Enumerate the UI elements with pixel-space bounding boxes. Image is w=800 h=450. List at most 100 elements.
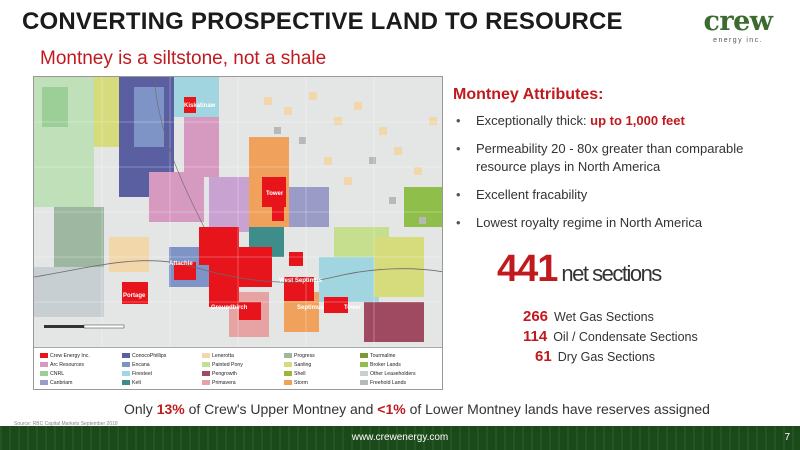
legend-swatch (122, 353, 130, 359)
attribute-item: Lowest royalty regime in North America (456, 214, 786, 232)
legend-label: Other Leaseholders (370, 371, 416, 377)
attribute-item: Excellent fracability (456, 186, 786, 204)
legend-swatch (40, 362, 48, 368)
legend-label: Sanling (294, 362, 312, 368)
legend-label: Encana (132, 362, 150, 368)
legend-swatch (202, 380, 210, 386)
dry-gas-stat: 61 Dry Gas Sections (535, 348, 655, 365)
company-logo: crew energy inc. (698, 8, 778, 48)
wet-gas-label: Wet Gas Sections (554, 310, 654, 324)
land-map: Kiskatinaw Tower Attachie Portage West S… (33, 76, 443, 390)
map-place-label: West Septimus (279, 278, 323, 284)
reserves-text: of Crew's Upper Montney and (184, 401, 378, 417)
legend-swatch (284, 362, 292, 368)
legend-label: Firesteel (132, 371, 152, 377)
legend-item: Progress (284, 353, 315, 359)
legend-swatch (122, 371, 130, 377)
legend-item: Kelt (122, 380, 141, 386)
legend-swatch (360, 371, 368, 377)
attribute-text: Excellent fracability (476, 187, 588, 202)
legend-item: Broker Lands (360, 362, 401, 368)
legend-label: Tourmaline (370, 353, 396, 359)
reserves-text: of Lower Montney lands have reserves ass… (405, 401, 710, 417)
legend-item: Canbriam (40, 380, 73, 386)
legend-label: CNRL (50, 371, 65, 377)
attribute-text: Lowest royalty regime in North America (476, 215, 703, 230)
footer-bar: www.crewenergy.com 7 (0, 426, 800, 450)
land-map-graphic: Kiskatinaw Tower Attachie Portage West S… (34, 77, 442, 347)
legend-item: ConocoPhillips (122, 353, 166, 359)
legend-item: Firesteel (122, 371, 152, 377)
source-note: Source: RBC Capital Markets September 20… (14, 421, 118, 427)
legend-swatch (202, 362, 210, 368)
legend-item: Primavera (202, 380, 236, 386)
legend-swatch (284, 371, 292, 377)
map-place-label: Kiskatinaw (184, 103, 216, 109)
dry-gas-label: Dry Gas Sections (557, 350, 655, 364)
legend-item: Arc Resources (40, 362, 84, 368)
map-place-label: Septimus (297, 305, 325, 311)
net-sections-total: 441 net sections (497, 248, 662, 291)
attributes-list: Exceptionally thick: up to 1,000 feet Pe… (456, 112, 786, 242)
legend-swatch (122, 380, 130, 386)
attribute-item: Exceptionally thick: up to 1,000 feet (456, 112, 786, 130)
footer-website-link[interactable]: www.crewenergy.com (351, 432, 449, 443)
legend-swatch (40, 380, 48, 386)
legend-item: Lenerotta (202, 353, 234, 359)
legend-label: Arc Resources (50, 362, 85, 368)
map-place-label: Groundbirch (211, 305, 248, 311)
attribute-text: Permeability 20 - 80x greater than compa… (476, 141, 744, 174)
dry-gas-value: 61 (535, 348, 552, 365)
legend-swatch (360, 362, 368, 368)
legend-label: Painted Pony (212, 362, 243, 368)
map-place-label: Tower (344, 305, 362, 311)
logo-wordmark: crew (703, 6, 773, 37)
logo-tagline: energy inc. (713, 37, 763, 44)
legend-swatch (202, 353, 210, 359)
legend-item: Crew Energy Inc. (40, 353, 90, 359)
legend-item: Tourmaline (360, 353, 395, 359)
legend-item: Sanling (284, 362, 311, 368)
legend-label: Broker Lands (370, 362, 401, 368)
legend-label: Pengrowth (212, 371, 237, 377)
legend-label: Progress (294, 353, 315, 359)
legend-item: Other Leaseholders (360, 371, 416, 377)
legend-label: Crew Energy Inc. (50, 353, 90, 359)
legend-swatch (284, 380, 292, 386)
oil-condensate-label: Oil / Condensate Sections (553, 330, 698, 344)
legend-item: CNRL (40, 371, 64, 377)
legend-label: Lenerotta (212, 353, 234, 359)
legend-item: Storm (284, 380, 308, 386)
legend-item: Encana (122, 362, 150, 368)
wet-gas-stat: 266 Wet Gas Sections (523, 308, 654, 325)
legend-label: Kelt (132, 380, 141, 386)
upper-montney-percent: 13% (156, 401, 185, 417)
reserves-text: Only (124, 401, 157, 417)
map-place-label: Portage (123, 293, 146, 299)
legend-label: ConocoPhillips (132, 353, 167, 359)
legend-swatch (284, 353, 292, 359)
reserves-statement: Only 13% of Crew's Upper Montney and <1%… (124, 401, 710, 417)
legend-swatch (40, 353, 48, 359)
legend-swatch (202, 371, 210, 377)
map-place-label: Attachie (169, 261, 193, 267)
legend-swatch (122, 362, 130, 368)
attribute-highlight: up to 1,000 feet (590, 113, 685, 128)
legend-item: Shell (284, 371, 306, 377)
map-legend: Crew Energy Inc. Arc Resources CNRL Canbria… (34, 347, 442, 389)
slide-title: CONVERTING PROSPECTIVE LAND TO RESOURCE (22, 8, 623, 35)
wet-gas-value: 266 (523, 308, 549, 325)
net-sections-label: net sections (561, 261, 662, 286)
legend-label: Canbriam (50, 380, 73, 386)
page-number: 7 (784, 432, 790, 443)
attribute-item: Permeability 20 - 80x greater than compa… (456, 140, 786, 176)
oil-condensate-stat: 114 Oil / Condensate Sections (523, 328, 698, 345)
legend-label: Shell (294, 371, 306, 377)
legend-item: Freehold Lands (360, 380, 406, 386)
legend-swatch (360, 380, 368, 386)
legend-swatch (360, 353, 368, 359)
net-sections-number: 441 (497, 248, 558, 290)
slide-subtitle: Montney is a siltstone, not a shale (40, 48, 327, 69)
legend-item: Pengrowth (202, 371, 237, 377)
legend-label: Freehold Lands (370, 380, 407, 386)
